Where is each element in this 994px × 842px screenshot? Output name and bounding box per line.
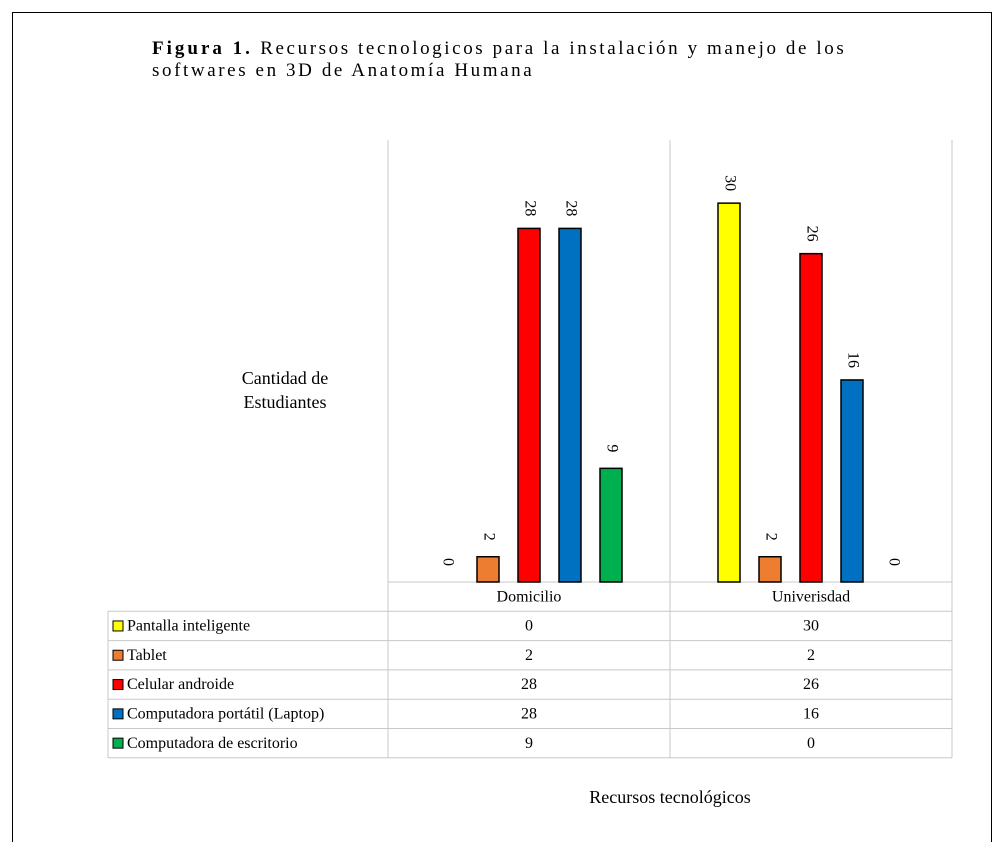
data-label: 2 — [762, 533, 779, 541]
bar — [558, 227, 582, 583]
bar — [758, 555, 782, 583]
legend-label: Computadora de escritorio — [127, 735, 298, 752]
y-axis-label: Cantidad de Estudiantes — [241, 368, 329, 412]
x-tick-label: Univerisdad — [772, 588, 850, 605]
table-value: 26 — [803, 676, 819, 693]
data-label: 26 — [803, 226, 820, 242]
table-value: 28 — [521, 706, 537, 723]
table-value: 9 — [525, 735, 533, 752]
legend-swatch — [112, 737, 124, 749]
bar — [599, 467, 623, 583]
data-label: 2 — [480, 533, 497, 541]
bar — [517, 227, 541, 583]
data-label: 0 — [885, 558, 902, 566]
data-label: 9 — [603, 444, 620, 452]
data-label: 16 — [844, 352, 861, 368]
data-label: 0 — [439, 558, 456, 566]
title-text: Recursos tecnologicos para la instalació… — [152, 38, 847, 81]
table-value: 30 — [803, 618, 819, 635]
table-value: 2 — [525, 647, 533, 664]
frame — [12, 12, 992, 842]
title-label: Figura 1. — [152, 38, 253, 59]
legend-swatch — [112, 620, 124, 632]
data-label: 28 — [521, 200, 538, 216]
legend-label: Tablet — [127, 647, 167, 664]
table-value: 28 — [521, 676, 537, 693]
bar — [840, 379, 864, 583]
bar — [717, 202, 741, 583]
legend-label: Celular androide — [127, 676, 234, 693]
table-value: 0 — [525, 618, 533, 635]
bar — [476, 555, 500, 583]
table-value: 0 — [807, 735, 815, 752]
data-label: 30 — [721, 175, 738, 191]
legend-label: Computadora portátil (Laptop) — [127, 706, 324, 723]
legend-swatch — [112, 679, 124, 691]
legend-swatch — [112, 708, 124, 720]
bar — [799, 252, 823, 583]
table-value: 2 — [807, 647, 815, 664]
table-value: 16 — [803, 706, 819, 723]
data-label: 28 — [562, 200, 579, 216]
legend-swatch — [112, 649, 124, 661]
legend-label: Pantalla inteligente — [127, 618, 250, 635]
chart-title: Figura 1. Recursos tecnologicos para la … — [152, 38, 922, 82]
x-axis-label: Recursos tecnológicos — [589, 787, 751, 807]
x-tick-label: Domicilio — [497, 588, 562, 605]
